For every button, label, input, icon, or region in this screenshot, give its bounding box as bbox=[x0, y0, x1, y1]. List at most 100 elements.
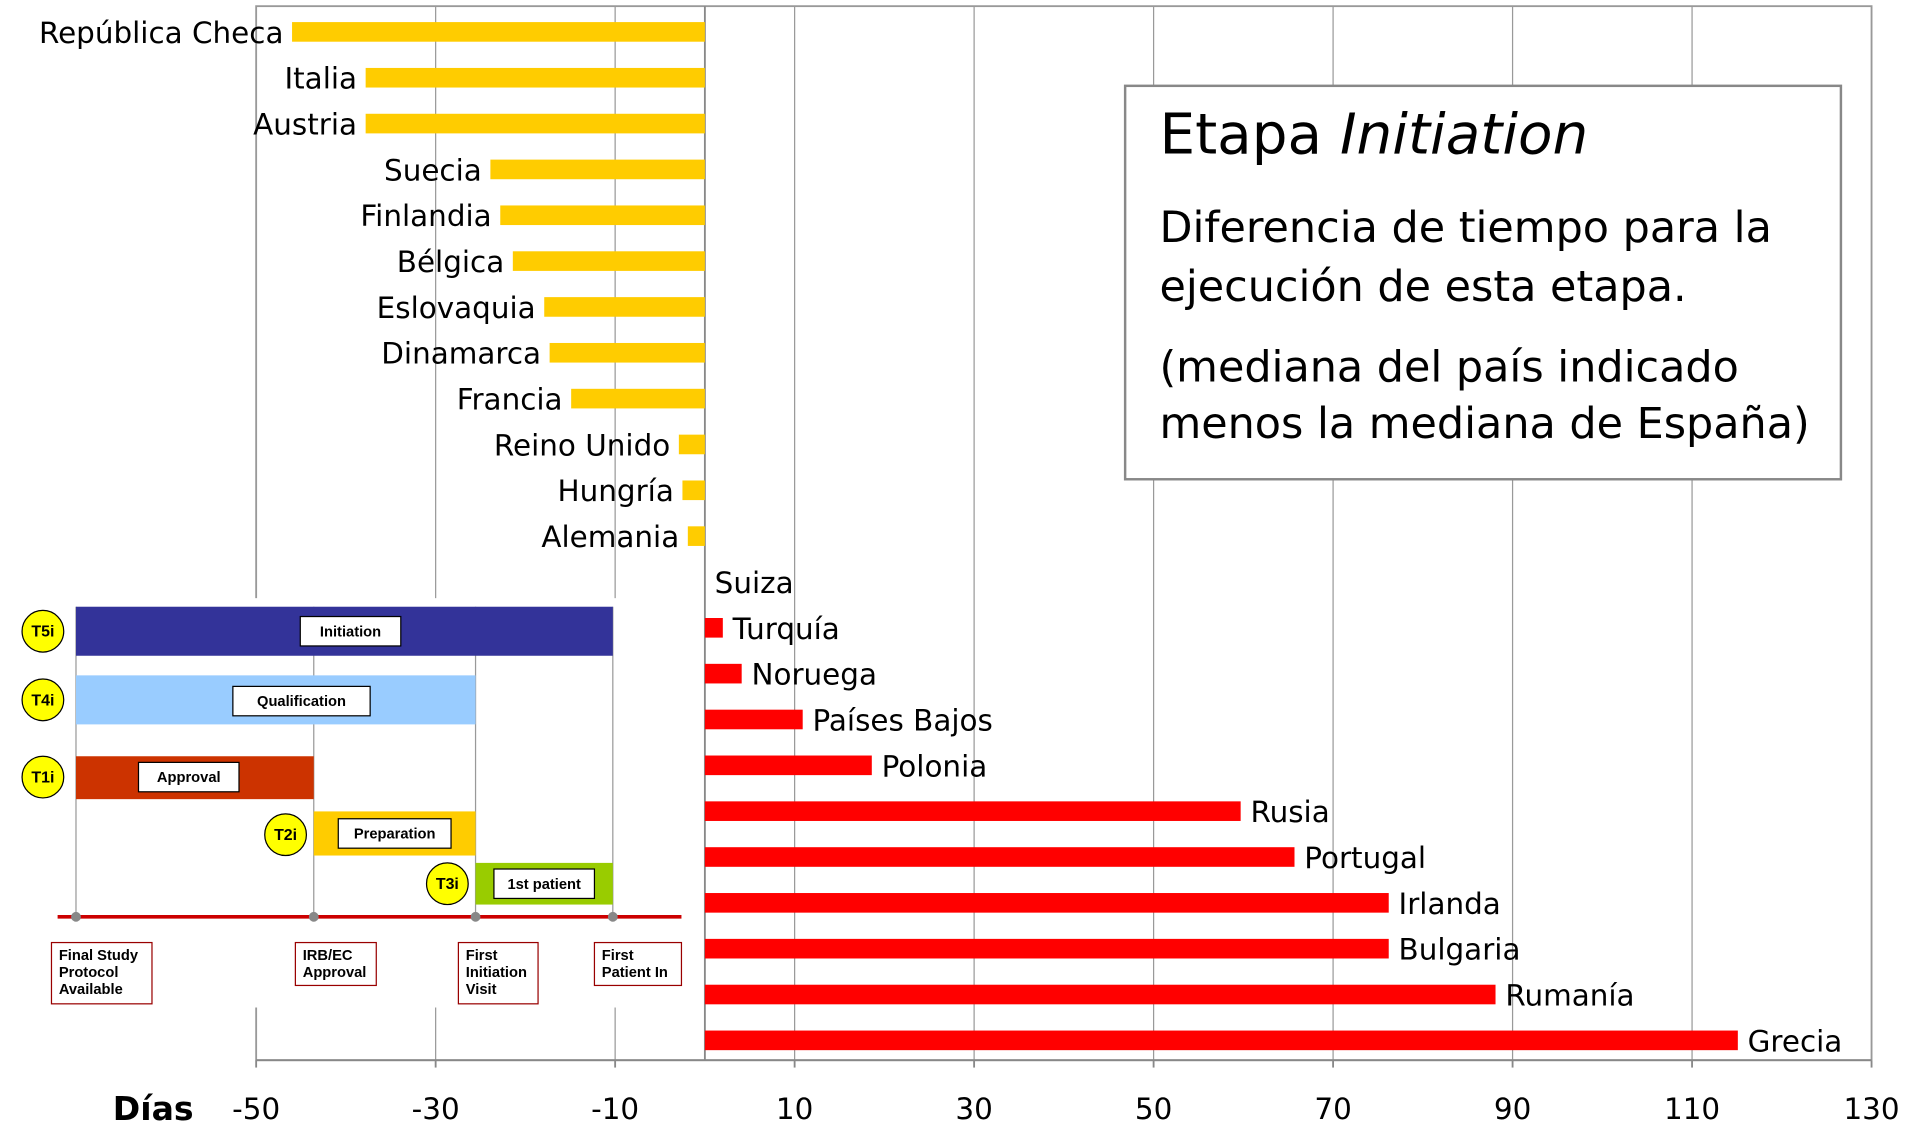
bar bbox=[365, 67, 705, 88]
category-label: Finlandia bbox=[360, 199, 491, 233]
category-label: Bélgica bbox=[397, 245, 504, 279]
category-label: Bulgaria bbox=[1399, 933, 1521, 967]
milestone-label: Initiation bbox=[466, 965, 527, 981]
phase-label-box bbox=[299, 615, 402, 647]
x-tick-label: -10 bbox=[591, 1092, 639, 1123]
milestone-box bbox=[593, 941, 683, 987]
phase-code: T4i bbox=[31, 692, 54, 709]
phase-label: 1st patient bbox=[507, 877, 581, 893]
milestone-label: Protocol bbox=[59, 965, 119, 981]
phase-label: Preparation bbox=[354, 827, 436, 843]
bar bbox=[365, 113, 705, 134]
category-label: Dinamarca bbox=[381, 337, 541, 371]
phase-code: T3i bbox=[436, 876, 459, 893]
bar bbox=[512, 251, 705, 271]
phase-label-box bbox=[232, 685, 371, 717]
bar bbox=[490, 159, 705, 180]
bar bbox=[704, 755, 872, 776]
x-tick-label: -50 bbox=[232, 1092, 280, 1123]
category-label: Rumanía bbox=[1505, 978, 1634, 1012]
phase-code-circle bbox=[21, 678, 65, 722]
x-tick-label: 30 bbox=[955, 1092, 992, 1123]
milestone-label: Approval bbox=[303, 965, 367, 981]
phase-code-circle bbox=[425, 862, 469, 906]
phase-label-box bbox=[493, 868, 596, 900]
bar bbox=[704, 709, 803, 730]
category-label: Alemania bbox=[541, 520, 679, 554]
phase-code: T2i bbox=[274, 827, 297, 844]
milestone-box bbox=[50, 941, 153, 1005]
bar bbox=[678, 434, 705, 455]
x-tick-label: 110 bbox=[1664, 1092, 1720, 1123]
category-label: Irlanda bbox=[1399, 887, 1501, 921]
bar bbox=[544, 297, 705, 317]
category-label: Austria bbox=[253, 108, 357, 142]
bar bbox=[500, 205, 705, 226]
category-label: Portugal bbox=[1304, 841, 1426, 875]
category-label: Turquía bbox=[732, 612, 840, 646]
phase-label: Approval bbox=[157, 770, 221, 786]
category-label: Reino Unido bbox=[494, 428, 670, 462]
category-label: Italia bbox=[284, 62, 357, 96]
x-tick-label: 90 bbox=[1494, 1092, 1531, 1123]
category-label: República Checa bbox=[39, 16, 284, 50]
bar bbox=[704, 938, 1389, 959]
milestone-label: Patient In bbox=[602, 965, 668, 981]
phase-label: Initiation bbox=[320, 624, 381, 640]
annotation-title-text: Etapa bbox=[1159, 102, 1322, 167]
annotation-line: (mediana del país indicado bbox=[1159, 343, 1738, 393]
milestone-label: Visit bbox=[466, 982, 497, 998]
annotation-title-italic: Initiation bbox=[1340, 102, 1588, 167]
bar bbox=[704, 663, 742, 684]
bar bbox=[549, 342, 705, 363]
annotation-box bbox=[1123, 84, 1843, 481]
phase-label-box bbox=[337, 818, 452, 849]
milestone-label: Final Study bbox=[59, 948, 139, 964]
timeline-dot bbox=[607, 911, 618, 922]
phase-code: T5i bbox=[31, 624, 54, 641]
bar bbox=[687, 526, 705, 546]
bar bbox=[704, 618, 723, 638]
milestone-label: First bbox=[602, 948, 634, 964]
category-label: Eslovaquia bbox=[377, 291, 536, 325]
category-label: Francia bbox=[457, 383, 563, 417]
bar bbox=[571, 388, 705, 409]
annotation-title: Etapa Initiation bbox=[1159, 102, 1588, 167]
timeline-dot bbox=[71, 911, 81, 922]
category-label: Rusia bbox=[1250, 795, 1329, 829]
inset-background bbox=[12, 598, 687, 1008]
bar bbox=[704, 893, 1389, 913]
category-label: Suiza bbox=[715, 566, 794, 600]
timeline-dot bbox=[470, 911, 481, 922]
bar bbox=[704, 984, 1496, 1005]
category-label: Países Bajos bbox=[813, 703, 993, 737]
milestone-label: Available bbox=[59, 982, 123, 998]
phase-code-circle bbox=[264, 813, 308, 857]
category-label: Grecia bbox=[1748, 1024, 1843, 1058]
phase-code-circle bbox=[21, 609, 65, 653]
annotation-line: Diferencia de tiempo para la bbox=[1159, 203, 1771, 253]
phase-code-circle bbox=[21, 755, 65, 799]
bar bbox=[704, 801, 1241, 821]
x-tick-label: -30 bbox=[412, 1092, 460, 1123]
milestone-box bbox=[294, 941, 377, 987]
x-tick-label: 70 bbox=[1314, 1092, 1351, 1123]
bar bbox=[704, 847, 1295, 867]
milestone-label: IRB/EC bbox=[303, 948, 353, 964]
annotation-line: menos la mediana de España) bbox=[1159, 399, 1809, 449]
category-label: Noruega bbox=[751, 658, 877, 692]
bar bbox=[292, 22, 705, 42]
phase-label-box bbox=[137, 761, 240, 793]
category-label: Suecia bbox=[384, 153, 482, 187]
bar bbox=[682, 480, 705, 501]
milestone-label: First bbox=[466, 948, 498, 964]
timeline-dot bbox=[308, 911, 319, 922]
category-label: Polonia bbox=[882, 749, 988, 783]
x-tick-label: 50 bbox=[1135, 1092, 1172, 1123]
x-tick-label: 130 bbox=[1843, 1092, 1899, 1123]
milestone-box bbox=[457, 941, 539, 1005]
bar bbox=[704, 1030, 1738, 1051]
x-tick-label: 10 bbox=[776, 1092, 813, 1123]
phase-code: T1i bbox=[31, 770, 54, 787]
